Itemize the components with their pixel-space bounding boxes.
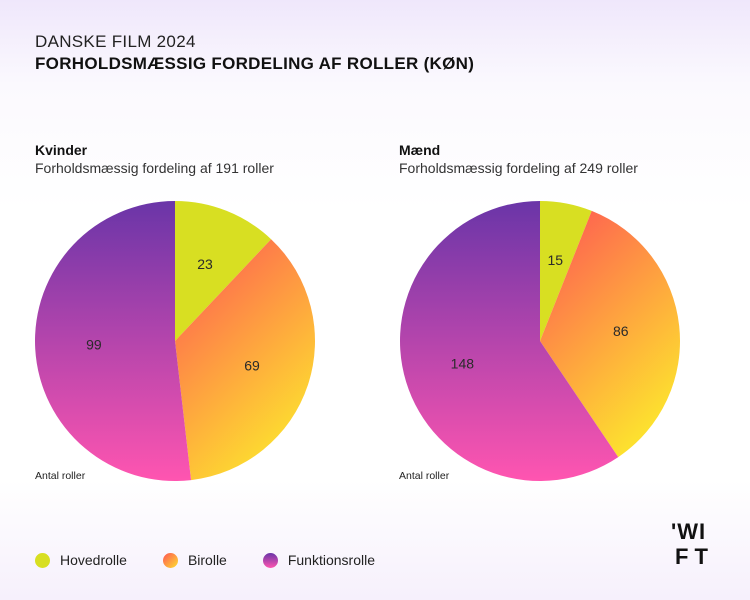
legend-label-hovedrolle: Hovedrolle: [60, 552, 127, 568]
data-label-birolle: 86: [613, 323, 629, 339]
wift-logo: 'WI FT: [671, 519, 714, 568]
pie-slice-funktionsrolle: [400, 201, 619, 481]
chart-kvinder-note: Antal roller: [35, 470, 86, 482]
data-label-hovedrolle: 23: [197, 256, 213, 272]
pie-kvinder-svg: 23 69 99: [34, 201, 315, 481]
pie-slice-hovedrolle: [540, 201, 592, 341]
legend-item-funktionsrolle: Funktionsrolle: [262, 552, 375, 568]
chart-title: FORHOLDSMÆSSIG FORDELING AF ROLLER (KØN): [35, 54, 475, 73]
pie-maend: 15 86 148: [395, 196, 685, 491]
chart-kvinder-subtitle: Forholdsmæssig fordeling af 191 roller: [35, 160, 274, 176]
data-label-birolle: 69: [244, 357, 260, 373]
chart-maend-subtitle: Forholdsmæssig fordeling af 249 roller: [399, 160, 638, 176]
legend-label-funktionsrolle: Funktionsrolle: [287, 552, 375, 568]
chart-maend-heading: Mænd Forholdsmæssig fordeling af 249 rol…: [399, 142, 638, 176]
legend-item-birolle: Birolle: [162, 552, 227, 568]
svg-text:FT: FT: [675, 544, 714, 568]
chart-maend-note: Antal roller: [399, 470, 450, 482]
pie-slice-birolle: [540, 210, 680, 458]
chart-kicker: DANSKE FILM 2024: [35, 32, 196, 51]
data-label-hovedrolle: 15: [547, 252, 563, 268]
legend-swatch-birolle: [162, 552, 178, 568]
legend-item-hovedrolle: Hovedrolle: [35, 552, 127, 568]
chart-kvinder-title: Kvinder: [35, 142, 88, 158]
legend-swatch-hovedrolle: [35, 552, 50, 568]
data-label-funktionsrolle: 99: [86, 336, 102, 352]
pie-slice-funktionsrolle: [34, 201, 192, 481]
data-label-funktionsrolle: 148: [451, 355, 475, 371]
pie-slice-birolle: [175, 239, 315, 481]
pie-slice-hovedrolle: [175, 201, 272, 341]
legend-swatch-funktionsrolle: [262, 552, 278, 568]
chart-header: DANSKE FILM 2024 FORHOLDSMÆSSIG FORDELIN…: [35, 32, 474, 74]
legend: Hovedrolle Birolle Funktionsrolle: [35, 552, 411, 568]
chart-kvinder-heading: Kvinder Forholdsmæssig fordeling af 191 …: [35, 142, 274, 176]
svg-text:'WI: 'WI: [671, 519, 706, 544]
chart-maend-title: Mænd: [399, 142, 441, 158]
pie-kvinder: 23 69 99: [30, 196, 320, 491]
pie-maend-svg: 15 86 148: [400, 201, 680, 481]
legend-label-birolle: Birolle: [187, 552, 227, 568]
